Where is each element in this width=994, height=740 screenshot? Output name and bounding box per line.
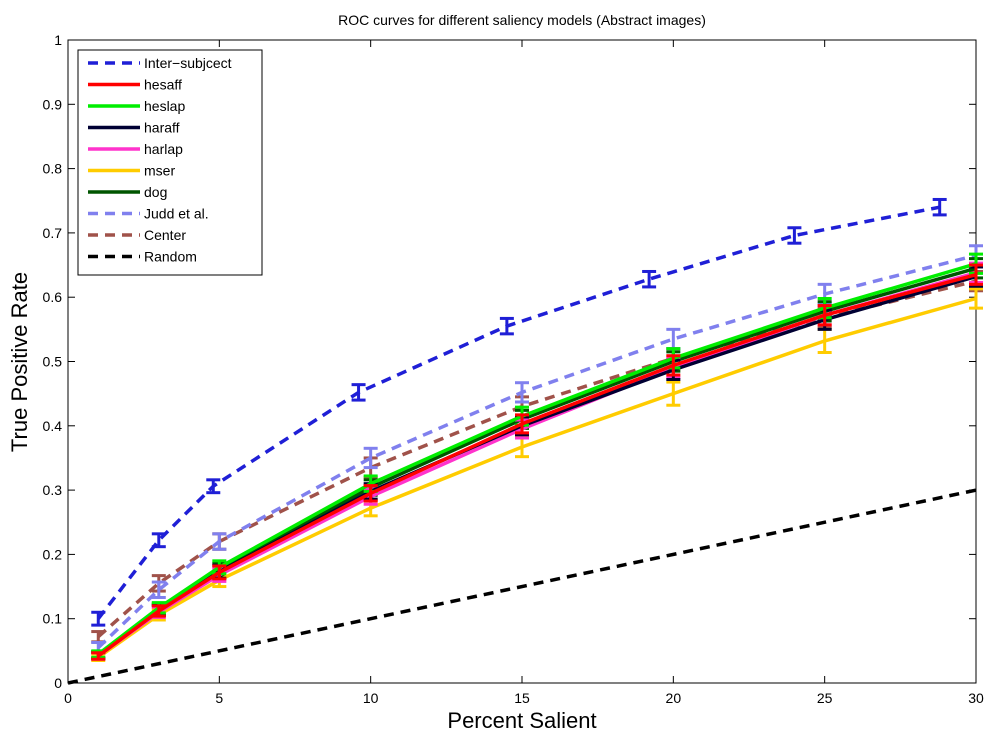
legend-item: mser bbox=[88, 163, 175, 179]
y-axis-label: True Positive Rate bbox=[7, 272, 32, 452]
legend: Inter−subjcect hesaff heslap haraff harlap ms… bbox=[77, 49, 263, 276]
y-tick-label: 0.2 bbox=[43, 546, 63, 562]
series-hesaff bbox=[91, 263, 983, 661]
series-line bbox=[97, 266, 977, 657]
error-bar bbox=[932, 197, 947, 217]
legend-label: haraff bbox=[144, 120, 180, 136]
x-tick-label: 10 bbox=[363, 690, 379, 706]
x-tick-label: 20 bbox=[666, 690, 682, 706]
series-line bbox=[67, 488, 977, 685]
series-mser bbox=[91, 287, 983, 662]
error-bar bbox=[499, 316, 514, 336]
error-bar bbox=[151, 580, 166, 599]
legend-label: Judd et al. bbox=[144, 206, 209, 222]
legend-label: hesaff bbox=[144, 77, 182, 93]
series-line bbox=[97, 274, 977, 657]
error-bar bbox=[969, 287, 983, 310]
chart-title: ROC curves for different saliency models… bbox=[338, 12, 706, 28]
legend-item: Judd et al. bbox=[88, 206, 209, 222]
series-line bbox=[96, 205, 941, 620]
legend-item: Random bbox=[88, 249, 197, 265]
legend-item: haraff bbox=[88, 120, 180, 136]
x-tick-label: 25 bbox=[817, 690, 833, 706]
series-haraff bbox=[91, 265, 983, 661]
error-bar bbox=[969, 263, 983, 286]
error-bar bbox=[642, 269, 657, 289]
legend-label: Random bbox=[144, 249, 197, 265]
series-inter-subjcect bbox=[91, 197, 947, 627]
y-tick-label: 0.9 bbox=[43, 96, 63, 112]
legend-item: harlap bbox=[88, 141, 183, 157]
error-bar bbox=[91, 610, 106, 627]
series-line bbox=[97, 271, 977, 658]
legend-item: hesaff bbox=[88, 77, 182, 93]
series-layer bbox=[67, 197, 983, 685]
legend-label: Center bbox=[144, 227, 186, 243]
legend-label: Inter−subjcect bbox=[144, 55, 232, 71]
error-bar bbox=[151, 604, 166, 618]
x-axis-label: Percent Salient bbox=[447, 708, 596, 733]
y-tick-label: 1 bbox=[54, 32, 62, 48]
series-dog bbox=[91, 257, 983, 660]
error-bar bbox=[515, 413, 529, 435]
error-bar bbox=[212, 564, 227, 581]
error-bar bbox=[206, 478, 221, 495]
legend-item: dog bbox=[88, 184, 167, 200]
error-bar bbox=[787, 226, 802, 245]
x-tick-label: 30 bbox=[968, 690, 984, 706]
legend-label: harlap bbox=[144, 141, 183, 157]
legend-item: Center bbox=[88, 227, 186, 243]
series-line bbox=[97, 253, 977, 649]
legend-item: Inter−subjcect bbox=[88, 55, 232, 71]
axis-ticks: 0 5 10 15 20 25 30 0 0.1 0.2 0.3 0.4 0.5 0.6 0.7 0.8 0.9… bbox=[43, 32, 984, 706]
y-tick-label: 0.4 bbox=[43, 418, 63, 434]
x-tick-label: 0 bbox=[64, 690, 72, 706]
series-line bbox=[97, 279, 977, 639]
y-tick-label: 0 bbox=[54, 675, 62, 691]
series-line bbox=[97, 296, 977, 659]
error-bar bbox=[363, 484, 378, 503]
y-tick-label: 0.8 bbox=[43, 161, 63, 177]
x-tick-label: 5 bbox=[215, 690, 223, 706]
legend-label: heslap bbox=[144, 98, 185, 114]
series-heslap bbox=[91, 252, 983, 659]
error-bar bbox=[666, 380, 681, 407]
x-tick-label: 15 bbox=[514, 690, 530, 706]
error-bar bbox=[91, 651, 106, 661]
legend-box bbox=[77, 49, 263, 276]
y-tick-label: 0.7 bbox=[43, 225, 63, 241]
series-harlap bbox=[91, 261, 983, 661]
y-tick-label: 0.5 bbox=[43, 354, 63, 370]
error-bar bbox=[212, 532, 227, 551]
legend-label: mser bbox=[144, 163, 175, 179]
legend-label: dog bbox=[144, 184, 167, 200]
series-random bbox=[67, 488, 977, 685]
error-bar bbox=[666, 354, 681, 377]
error-bar bbox=[351, 383, 366, 402]
y-tick-label: 0.1 bbox=[43, 611, 63, 627]
series-line bbox=[97, 273, 977, 658]
y-tick-label: 0.3 bbox=[43, 482, 63, 498]
error-bar bbox=[151, 532, 166, 549]
legend-item: heslap bbox=[88, 98, 185, 114]
error-bar bbox=[515, 381, 529, 404]
y-tick-label: 0.6 bbox=[43, 289, 63, 305]
series-line bbox=[97, 262, 977, 656]
error-bar bbox=[817, 304, 832, 327]
error-bar bbox=[363, 446, 378, 470]
